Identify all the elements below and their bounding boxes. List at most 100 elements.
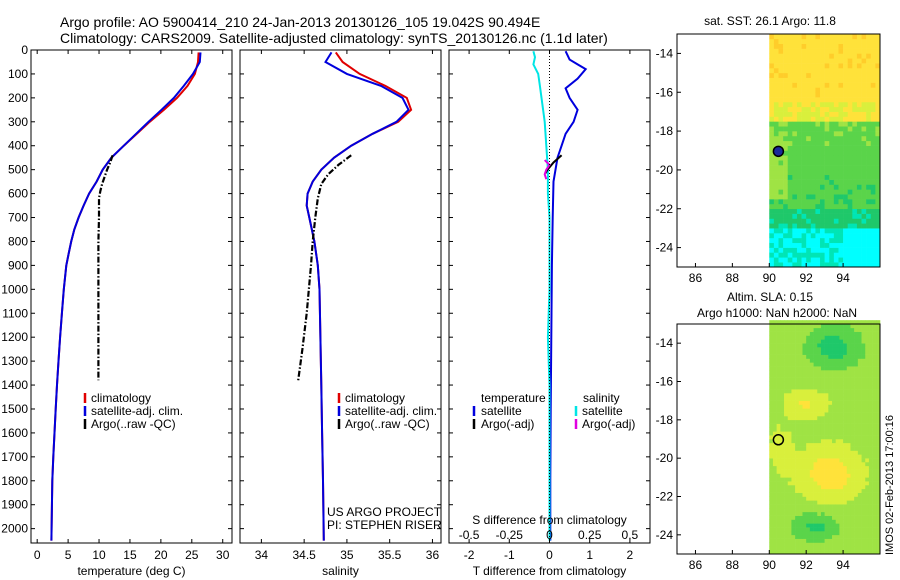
sla-cell [791,485,796,490]
sst-cell [773,208,779,214]
sla-cell [854,347,859,352]
sla-cell [832,377,837,382]
sla-cell [780,408,785,413]
sst-cell [769,38,775,44]
sla-cell [784,492,789,497]
sla-cell [802,439,807,444]
sst-cell [856,111,862,117]
sla-cell [868,473,873,478]
sla-cell [795,531,800,536]
sst-cell [787,184,793,190]
sla-cell [839,377,844,382]
sst-cell [870,174,876,180]
sla-cell [817,343,822,348]
sst-cell [856,189,862,195]
sst-cell [824,213,830,219]
sla-cell [850,481,855,486]
sla-cell [813,496,818,501]
sla-cell [868,347,873,352]
sla-cell [868,496,873,501]
sst-cell [824,218,830,224]
sst-cell [783,242,789,248]
sla-cell [876,485,881,490]
sla-cell [843,339,848,344]
sla-cell [872,385,877,390]
sla-cell [769,469,774,474]
depth-tick-label: 1500 [1,402,28,416]
sla-cell [798,488,803,493]
sst-cell [801,72,807,78]
sst-cell [856,145,862,151]
sst-cell [866,165,872,171]
sla-cell [854,504,859,509]
sla-cell [769,412,774,417]
sst-cell [783,126,789,132]
sst-cell [861,155,867,161]
sla-xtick-label: 90 [763,558,777,572]
sst-cell [856,87,862,93]
temperature-xtick-label: 0 [34,548,41,562]
sla-cell [802,354,807,359]
sla-cell [850,492,855,497]
sla-cell [835,347,840,352]
sst-cell [861,218,867,224]
sst-cell [875,252,881,258]
sla-cell [776,508,781,513]
sla-cell [798,431,803,436]
sst-cell [796,189,802,195]
sst-cell [833,184,839,190]
sla-cell [839,427,844,432]
sla-cell [835,550,840,555]
sst-cell [820,262,825,268]
sla-cell [787,435,792,440]
sla-cell [835,419,840,424]
sst-cell [769,223,775,229]
sla-cell [802,515,807,520]
sst-cell [856,121,862,127]
sla-cell [798,439,803,444]
sla-cell [809,389,814,394]
sst-cell [796,126,802,132]
sst-cell [875,213,881,219]
depth-tick-label: 900 [8,258,28,272]
sst-cell [820,72,825,78]
sst-cell [792,131,798,137]
sla-cell [795,370,800,375]
sla-cell [865,408,870,413]
sla-cell [846,350,851,355]
sst-cell [806,140,812,146]
sla-cell [846,389,851,394]
sla-cell [835,354,840,359]
sla-cell [861,504,866,509]
sla-cell [872,492,877,497]
sst-cell [843,252,848,258]
sst-cell [843,87,848,93]
difference-legend-salinity-heading: salinity [583,391,620,405]
sst-cell [833,179,839,185]
sla-cell [854,408,859,413]
sla-cell [780,469,785,474]
sst-cell [870,48,876,54]
sst-cell [856,97,862,103]
sla-cell [835,385,840,390]
sst-cell [856,101,862,108]
sla-cell [772,331,777,336]
sla-cell [832,485,837,490]
sla-cell [817,324,822,329]
sst-cell [843,199,848,205]
sla-cell [784,500,789,505]
sla-cell [802,320,807,325]
sst-cell [792,43,798,49]
sla-cell [835,531,840,536]
sst-cell [778,169,784,176]
sla-cell [865,412,870,417]
sla-cell [780,366,785,371]
sla-cell [806,546,811,551]
sla-cell [780,439,785,444]
sla-cell [769,496,774,501]
sst-cell [852,223,858,229]
sla-cell [791,416,796,421]
sst-cell [833,242,839,248]
sst-cell [833,145,839,151]
sst-cell [866,97,872,103]
